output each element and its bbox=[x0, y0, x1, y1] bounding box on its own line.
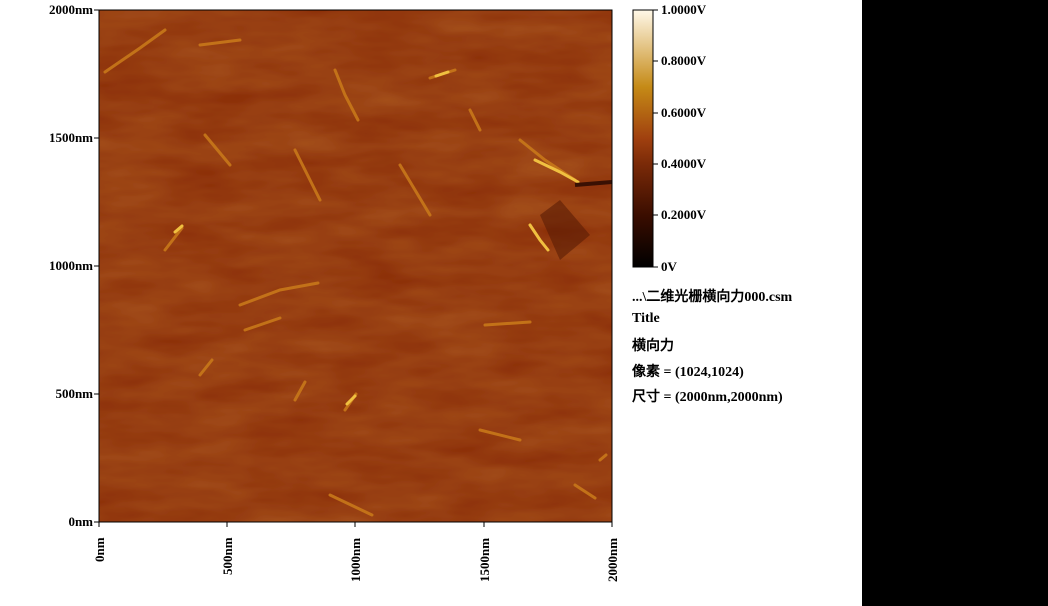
x-tick-label: 0nm bbox=[92, 537, 107, 562]
x-tick-label: 1000nm bbox=[348, 537, 363, 582]
x-tick-label: 1500nm bbox=[477, 537, 492, 582]
x-axis-ticks bbox=[98, 522, 613, 527]
y-tick-label: 1500nm bbox=[48, 130, 93, 145]
x-tick-label: 500nm bbox=[220, 537, 235, 575]
afm-scan-image bbox=[99, 10, 613, 522]
colorbar-label: 0.2000V bbox=[661, 207, 707, 222]
colorbar-label: 0.8000V bbox=[661, 53, 707, 68]
file-name: ...\二维光栅横向力000.csm bbox=[632, 290, 793, 305]
afm-figure-svg bbox=[94, 9, 658, 527]
afm-figure: 2000nm 1500nm 1000nm 500nm 0nm 0nm 500nm… bbox=[48, 2, 793, 582]
colorbar-label: 0.6000V bbox=[661, 105, 707, 120]
title-label: Title bbox=[632, 311, 660, 326]
pixel-count: 像素 = (1024,1024) bbox=[632, 365, 744, 380]
scan-size: 尺寸 = (2000nm,2000nm) bbox=[632, 390, 783, 405]
colorbar-label: 1.0000V bbox=[661, 2, 707, 17]
colorbar-ticks bbox=[653, 9, 658, 268]
y-tick-label: 1000nm bbox=[48, 258, 93, 273]
title-value: 横向力 bbox=[632, 339, 674, 354]
y-axis-ticks bbox=[94, 9, 99, 523]
y-tick-label: 500nm bbox=[55, 386, 93, 401]
colorbar bbox=[632, 9, 654, 268]
black-panel bbox=[862, 0, 1048, 606]
y-tick-label: 2000nm bbox=[48, 2, 93, 17]
colorbar-label: 0V bbox=[661, 259, 677, 274]
x-tick-label: 2000nm bbox=[605, 537, 620, 582]
y-tick-label: 0nm bbox=[68, 514, 93, 529]
colorbar-label: 0.4000V bbox=[661, 156, 707, 171]
